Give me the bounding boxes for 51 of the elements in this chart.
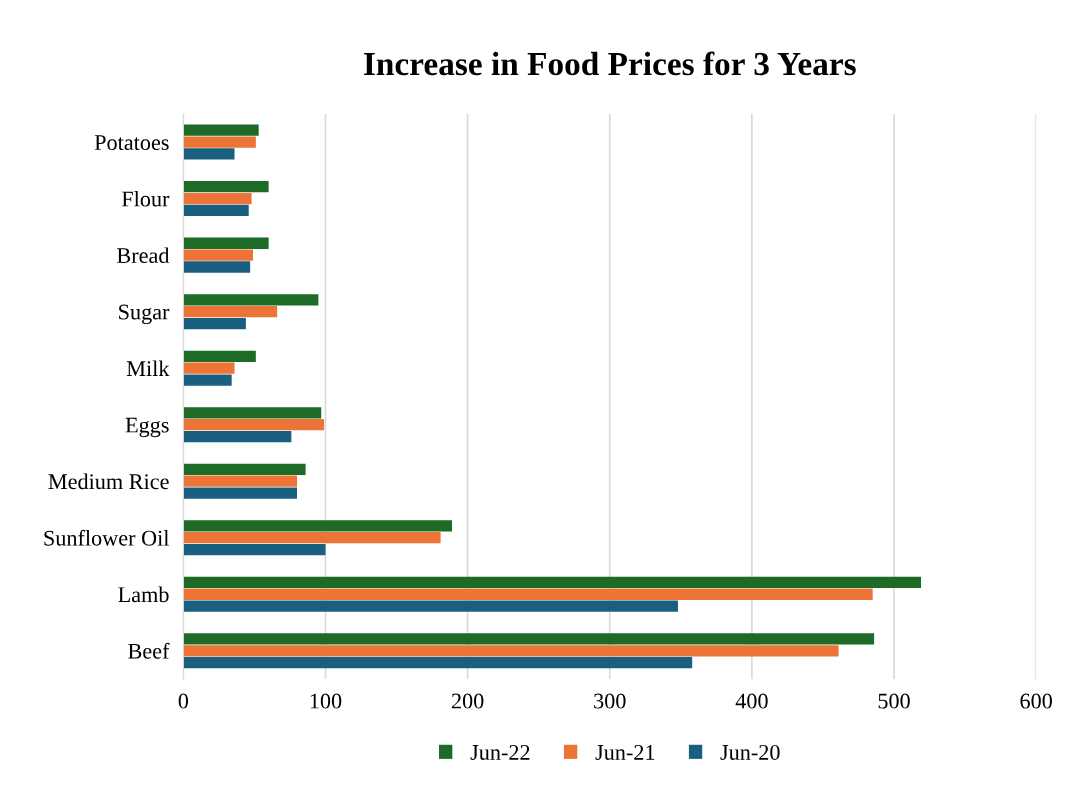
bar	[183, 306, 278, 318]
bar	[183, 136, 256, 148]
y-tick-label: Beef	[128, 642, 170, 659]
x-tick-label: 300	[594, 693, 626, 709]
x-tick-label: 500	[878, 693, 910, 709]
bar	[183, 249, 253, 261]
y-tick-label: Sunflower Oil	[44, 529, 170, 546]
bar	[183, 374, 232, 386]
bar	[183, 600, 678, 612]
bar	[183, 532, 441, 544]
bar	[183, 463, 306, 475]
bar	[183, 419, 325, 431]
y-tick-label: Lamb	[118, 586, 169, 603]
bar	[183, 520, 452, 532]
x-tick-label: 0	[178, 693, 189, 709]
bar	[183, 633, 875, 645]
x-tick-label: 400	[735, 693, 768, 709]
bar	[183, 237, 269, 249]
chart-title: Increase in Food Prices for 3 Years	[364, 51, 856, 76]
y-tick-label: Eggs	[125, 417, 169, 438]
bar	[183, 261, 251, 273]
bar	[183, 543, 326, 556]
y-tick-label: Sugar	[119, 304, 170, 325]
bar	[183, 475, 298, 487]
bar	[183, 407, 322, 419]
bar	[183, 576, 922, 589]
bar	[183, 181, 269, 193]
bar	[183, 487, 298, 499]
bar	[183, 124, 259, 136]
bar	[183, 362, 235, 374]
bar	[183, 430, 292, 443]
x-tick-label: 200	[451, 693, 484, 709]
bar	[183, 294, 319, 306]
y-tick-label: Milk	[126, 360, 170, 376]
y-tick-label: Flour	[121, 190, 170, 207]
x-tick-label: 100	[310, 693, 342, 709]
x-tick-label: 600	[1020, 693, 1052, 709]
y-tick-label: Potatoes	[94, 135, 169, 151]
bar	[183, 657, 693, 669]
legend-label: Jun-22	[470, 744, 530, 760]
bar	[183, 204, 249, 217]
legend-label: Jun-20	[720, 744, 780, 760]
bar	[183, 192, 252, 205]
y-tick-label: Bread	[117, 247, 170, 264]
bar	[183, 350, 256, 362]
bar	[183, 317, 246, 330]
bar	[183, 148, 235, 160]
bar	[183, 645, 839, 657]
bar	[183, 588, 873, 600]
legend-label: Jun-21	[595, 744, 655, 760]
y-tick-label: Medium Rice	[48, 473, 169, 490]
